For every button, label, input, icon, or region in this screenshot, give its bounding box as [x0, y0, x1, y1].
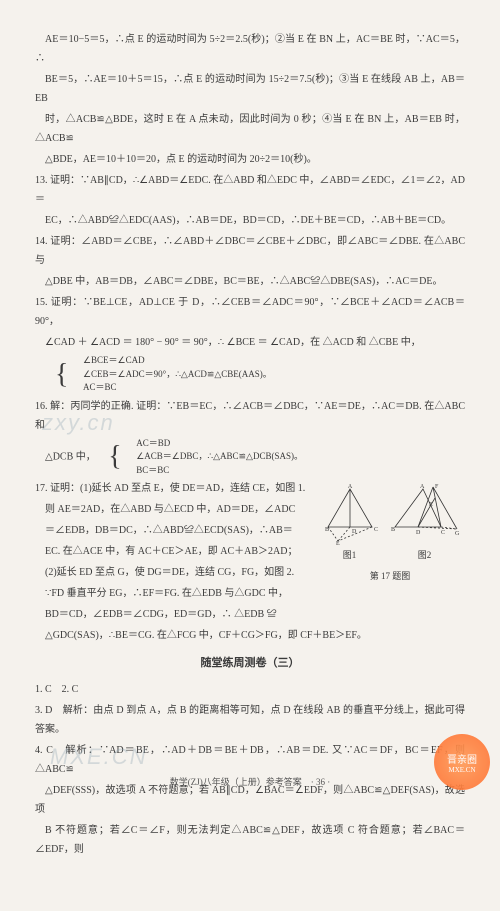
badge-top: 晋亲圈 [447, 751, 477, 766]
svg-text:A: A [420, 484, 425, 490]
svg-text:F: F [435, 484, 439, 490]
geometry-diagram-icon: A B C D E [320, 483, 380, 545]
answer-3: 3. D 解析：由点 D 到点 A，点 B 的距离相等可知，点 D 在线段 AB… [35, 701, 465, 739]
figure-main-caption: 第 17 题图 [315, 568, 465, 585]
text-line: △GDC(SAS)，∴BE＝CG. 在△FCG 中，CF＋CG＞FG，即 CF＋… [35, 626, 465, 645]
brace-icon: { [45, 369, 68, 380]
watermark-2: MXE.CN [50, 744, 148, 770]
page-footer: 数学(ZJ)八年级（上册）参考答案 · 36 · [0, 775, 500, 788]
badge-bottom: MXE.CN [448, 766, 475, 774]
figure-1-caption: 图1 [320, 547, 380, 564]
svg-text:B: B [391, 527, 395, 533]
text-line: ∵FD 垂直平分 EG，∴EF＝FG. 在△EDB 与△GDC 中， [35, 584, 465, 603]
brace-row: ∠CEB＝∠ADC＝90°，∴△ACD≌△CBE(AAS)。 [73, 368, 272, 382]
brace-row: BC＝BC [126, 464, 303, 478]
answer-1-2: 1. C 2. C [35, 680, 465, 699]
figure-1: A B C D E 图1 [320, 483, 380, 564]
brace-row: ∠ACB＝∠DBC，∴△ABC≌△DCB(SAS)。 [126, 450, 303, 464]
text-line: ∠CAD ＋ ∠ACD ＝ 180° − 90° ＝ 90°，∴ ∠BCE ＝ … [35, 333, 465, 352]
text-line: B 不符题意；若∠C＝∠F，则无法判定△ABC≌△DEF，故选项 C 符合题意；… [35, 821, 465, 859]
brace-row: ∠BCE＝∠CAD [73, 354, 272, 368]
svg-text:A: A [347, 484, 352, 490]
brace-row: AC＝BC [73, 381, 272, 395]
section-title: 随堂练周测卷（三） [35, 653, 465, 674]
text-span: △DCB 中， [45, 451, 96, 462]
svg-text:E: E [336, 541, 340, 545]
figure-area: A B C D E 图1 [315, 483, 465, 585]
brace-row: AC＝BD [126, 437, 303, 451]
text-line: BD＝CD，∠EDB＝∠CDG，ED＝GD，∴ △EDB ≌ [35, 605, 465, 624]
brace-icon: { [98, 451, 121, 462]
brace-system: { ∠BCE＝∠CAD ∠CEB＝∠ADC＝90°，∴△ACD≌△CBE(AAS… [35, 354, 465, 395]
text-line: AE＝10−5＝5，∴点 E 的运动时间为 5÷2＝2.5(秒)；②当 E 在 … [35, 30, 465, 68]
svg-text:D: D [416, 530, 421, 536]
text-line: △BDE，AE＝10＋10＝20，点 E 的运动时间为 20÷2＝10(秒)。 [35, 150, 465, 169]
figure-2: A B C D E F G 图2 [389, 483, 461, 564]
svg-text:C: C [441, 530, 445, 536]
problem-14: 14. 证明：∠ABD＝∠CBE，∴∠ABD＋∠DBC＝∠CBE＋∠DBC，即∠… [35, 232, 465, 270]
figure-2-caption: 图2 [389, 547, 461, 564]
problem-15: 15. 证明：∵BE⊥CE，AD⊥CE 于 D，∴∠CEB＝∠ADC＝90°，∵… [35, 293, 465, 331]
text-line: △DCB 中， { AC＝BD ∠ACB＝∠DBC，∴△ABC≌△DCB(SAS… [35, 437, 465, 478]
corner-badge: 晋亲圈 MXE.CN [434, 734, 490, 790]
geometry-diagram-icon: A B C D E F G [389, 483, 461, 545]
svg-text:D: D [352, 529, 357, 535]
watermark-1: zxy.cn [42, 410, 115, 436]
svg-text:C: C [374, 527, 378, 533]
problem-13: 13. 证明：∵AB∥CD，∴∠ABD＝∠EDC. 在△ABD 和△EDC 中，… [35, 171, 465, 209]
svg-text:E: E [429, 502, 433, 508]
text-line: EC，∴△ABD≌△EDC(AAS)，∴AB＝DE，BD＝CD，∴DE＋BE＝C… [35, 211, 465, 230]
text-line: △DBE 中，AB＝DB，∠ABC＝∠DBE，BC＝BE，∴△ABC≌△DBE(… [35, 272, 465, 291]
svg-text:G: G [455, 531, 460, 537]
svg-text:B: B [325, 527, 329, 533]
text-line: 时，△ACB≌△BDE，这时 E 在 A 点未动，因此时间为 0 秒；④当 E … [35, 110, 465, 148]
text-line: BE＝5，∴AE＝10＋5＝15，∴点 E 的运动时间为 15÷2＝7.5(秒)… [35, 70, 465, 108]
